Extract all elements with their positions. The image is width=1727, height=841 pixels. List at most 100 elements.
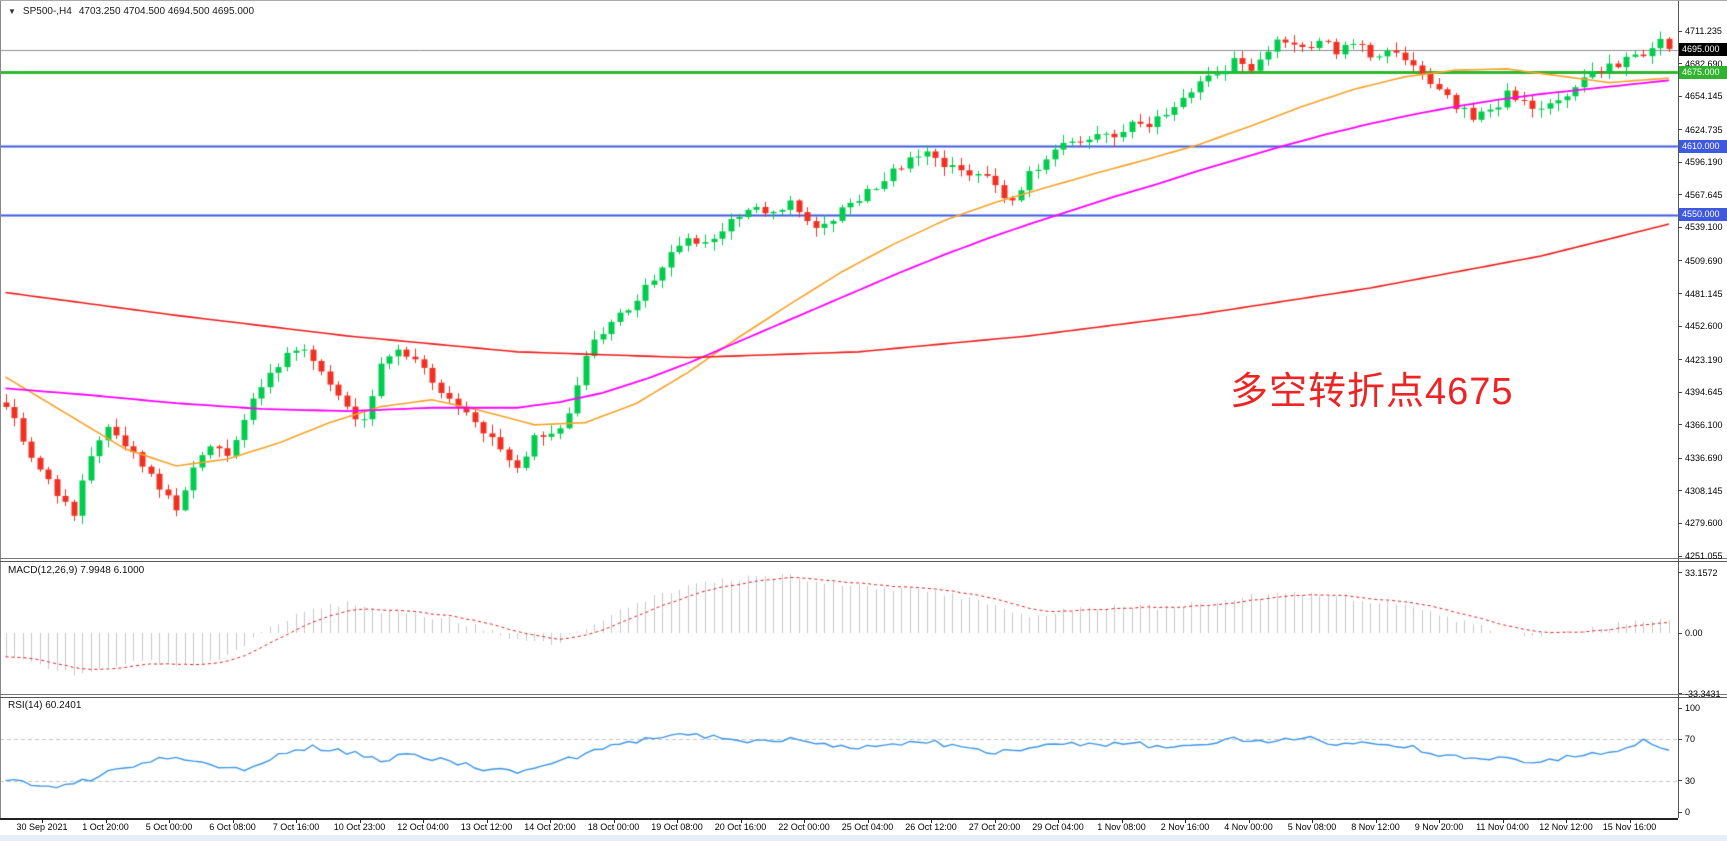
time-axis-tick	[740, 818, 742, 823]
rsi-axis-tick	[1678, 707, 1682, 709]
price-axis-tick	[1678, 522, 1682, 524]
time-axis-label: 5 Nov 08:00	[1287, 822, 1337, 832]
price-axis-label: 4654.145	[1685, 91, 1723, 102]
price-tag-4550.000: 4550.000	[1679, 208, 1727, 222]
macd-axis-label: -33.3431	[1685, 688, 1721, 699]
time-axis-tick	[1185, 818, 1186, 823]
price-axis-label: 4539.100	[1685, 222, 1723, 233]
price-axis-tick	[1678, 293, 1682, 294]
time-axis-tick	[1058, 818, 1059, 823]
time-axis-tick	[550, 818, 551, 823]
time-axis-label: 10 Oct 23:00	[333, 822, 386, 832]
time-axis-label: 20 Oct 16:00	[714, 822, 767, 832]
price-axis-label: 4423.190	[1685, 354, 1723, 365]
time-axis-tick	[1121, 818, 1123, 823]
chart-left-border	[0, 0, 1, 818]
time-axis-tick	[296, 818, 297, 823]
time-axis-label: 11 Nov 04:00	[1476, 822, 1529, 832]
time-axis-tick	[423, 818, 424, 823]
time-axis-tick	[867, 818, 869, 823]
time-axis-label: 27 Oct 20:00	[968, 822, 1021, 832]
time-axis-label: 7 Oct 16:00	[272, 822, 320, 832]
time-axis-tick	[931, 818, 932, 823]
chart-annotation-text: 多空转折点4675	[1230, 371, 1514, 413]
panel-separator[interactable]	[0, 694, 1727, 695]
rsi-axis-label: 0	[1685, 807, 1691, 817]
time-axis-label: 25 Oct 04:00	[841, 822, 894, 832]
window-bottom-strip	[0, 835, 1727, 841]
time-axis-label: 2 Nov 16:00	[1160, 822, 1210, 832]
price-axis-tick	[1678, 95, 1682, 97]
time-axis-label: 5 Oct 00:00	[145, 822, 193, 832]
time-axis-tick	[1375, 818, 1377, 823]
price-axis-label: 4452.600	[1685, 321, 1723, 332]
price-axis-tick	[1678, 555, 1682, 557]
time-axis-label: 22 Oct 00:00	[778, 822, 830, 832]
time-axis-tick	[42, 818, 43, 823]
rsi-axis-tick	[1678, 738, 1682, 740]
time-axis-tick	[169, 818, 170, 823]
time-axis-tick	[105, 818, 107, 823]
panel-separator[interactable]	[0, 561, 1727, 562]
panel-separator[interactable]	[0, 697, 1727, 698]
rsi-axis-label: 100	[1685, 703, 1701, 713]
price-axis-tick	[1678, 226, 1682, 228]
time-axis-label: 6 Oct 08:00	[209, 822, 256, 832]
rsi-axis-tick	[1678, 811, 1682, 813]
rsi-axis-label: 70	[1685, 734, 1696, 745]
price-axis-tick	[1678, 325, 1682, 327]
symbol-quote-ohlc: 4703.250 4704.500 4694.500 4695.000	[78, 6, 255, 17]
price-axis-label: 4567.645	[1685, 189, 1723, 200]
triangle-down-icon: ▼	[8, 7, 16, 16]
time-axis-line	[0, 818, 1678, 820]
time-axis-label: 18 Oct 00:00	[587, 822, 640, 832]
time-axis-label: 12 Nov 12:00	[1539, 822, 1593, 832]
price-axis-label: 4711.235	[1685, 26, 1722, 36]
panel-separator[interactable]	[0, 558, 1727, 559]
price-axis-label: 4682.690	[1685, 58, 1723, 69]
macd-indicator-label: MACD(12,26,9) 7.9948 6.1000	[8, 565, 145, 576]
rsi-axis-tick	[1678, 780, 1682, 782]
time-axis-tick	[994, 818, 996, 823]
price-axis-tick	[1678, 129, 1682, 131]
macd-axis-tick	[1678, 693, 1682, 695]
symbol-info-line: ▼ SP500-,H4 4703.250 4704.500 4694.500 4…	[8, 6, 254, 17]
price-tag-4610.000: 4610.000	[1679, 139, 1727, 153]
time-axis-label: 12 Oct 04:00	[397, 822, 449, 832]
macd-axis-tick	[1678, 572, 1682, 574]
time-axis-tick	[804, 818, 805, 823]
price-axis-tick	[1678, 457, 1682, 459]
time-axis-label: 29 Oct 04:00	[1032, 822, 1084, 832]
price-axis-label: 4279.600	[1685, 518, 1723, 529]
time-axis-tick	[1502, 818, 1504, 823]
price-axis-tick	[1678, 194, 1682, 196]
time-axis-label: 13 Oct 12:00	[460, 822, 513, 832]
time-axis-label: 30 Sep 2021	[16, 822, 68, 832]
time-axis-tick	[1312, 818, 1313, 823]
price-axis-tick	[1678, 63, 1682, 65]
price-axis-line	[1678, 0, 1679, 818]
time-axis-tick	[1439, 818, 1440, 823]
time-axis-label: 19 Oct 08:00	[651, 822, 703, 832]
price-tag-4675.000: 4675.000	[1679, 65, 1727, 79]
price-axis-label: 4366.100	[1685, 419, 1723, 430]
time-axis-tick	[1248, 818, 1250, 823]
time-axis-label: 9 Nov 20:00	[1414, 822, 1464, 832]
macd-axis-tick	[1678, 632, 1682, 634]
time-axis-tick	[232, 818, 234, 823]
time-axis-tick	[486, 818, 488, 823]
time-axis-label: 8 Nov 12:00	[1351, 822, 1400, 832]
price-axis-tick	[1678, 424, 1682, 426]
price-axis-label: 4481.145	[1685, 288, 1723, 299]
time-axis-tick	[1629, 818, 1631, 823]
price-axis-tick	[1678, 359, 1682, 361]
price-tag-4695.000: 4695.000	[1679, 43, 1727, 57]
time-axis-label: 15 Nov 16:00	[1602, 822, 1657, 832]
rsi-indicator-label: RSI(14) 60.2401	[8, 700, 82, 711]
time-axis-tick	[677, 818, 678, 823]
price-axis-tick	[1678, 260, 1682, 262]
time-axis-label: 26 Oct 12:00	[905, 822, 957, 832]
chart-top-border	[0, 0, 1727, 1]
